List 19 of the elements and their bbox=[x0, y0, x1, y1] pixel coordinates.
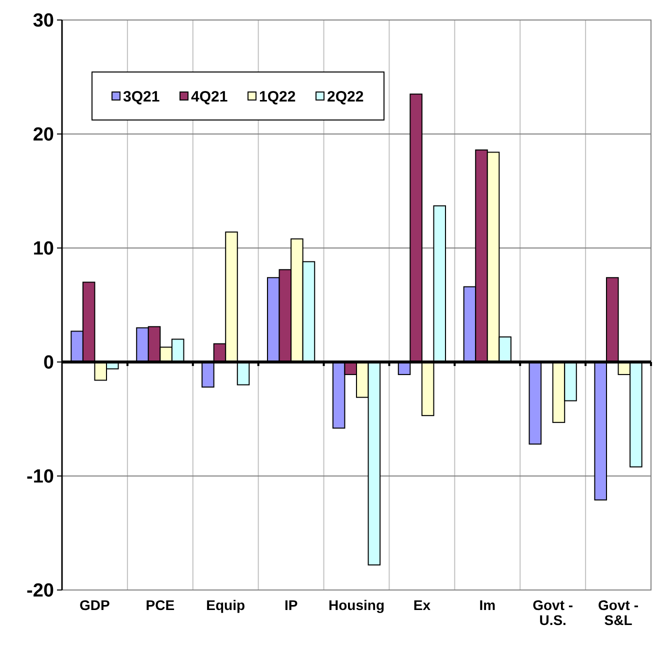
legend-label: 4Q21 bbox=[191, 88, 228, 106]
x-tick-label: GDP bbox=[80, 597, 110, 613]
x-tick-label: Im bbox=[479, 597, 496, 613]
y-tick-label: -20 bbox=[26, 580, 54, 602]
x-tick-label: Ex bbox=[413, 597, 431, 613]
legend-label: 1Q22 bbox=[259, 88, 296, 106]
y-tick-label: 20 bbox=[32, 124, 54, 146]
y-tick-label: 0 bbox=[43, 352, 54, 374]
y-tick-label: -10 bbox=[26, 466, 54, 488]
x-tick-label: IP bbox=[284, 597, 298, 613]
x-tick-label: Govt - S&L bbox=[598, 597, 639, 628]
x-tick-label: PCE bbox=[146, 597, 175, 613]
x-tick-label: Govt - U.S. bbox=[532, 597, 574, 628]
legend-label: 2Q22 bbox=[327, 88, 364, 106]
y-tick-label: 30 bbox=[32, 10, 54, 32]
x-tick-label: Housing bbox=[328, 597, 384, 613]
y-tick-label: 10 bbox=[32, 238, 54, 260]
legend-label: 3Q21 bbox=[123, 88, 160, 106]
x-tick-label: Equip bbox=[206, 597, 246, 613]
